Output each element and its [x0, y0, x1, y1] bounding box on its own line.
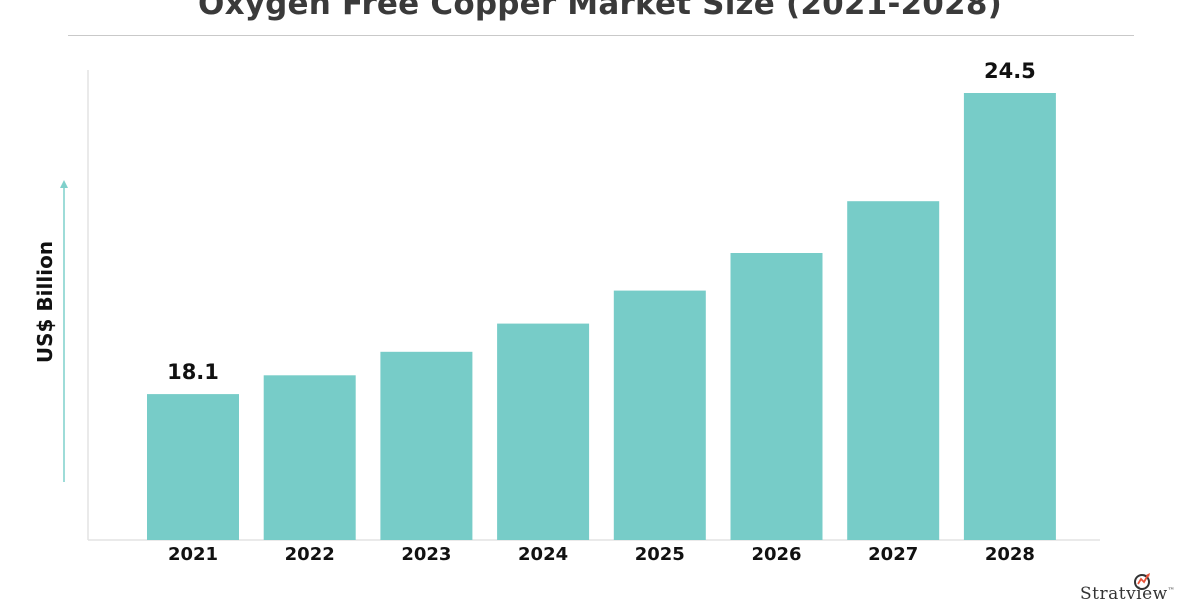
x-tick-label-2024: 2024	[518, 544, 568, 565]
bar-2021	[147, 394, 239, 540]
bar-2023	[380, 351, 473, 540]
bar-2026	[730, 253, 823, 540]
x-tick-label-2026: 2026	[751, 544, 801, 565]
data-label-2028: 24.5	[984, 59, 1036, 83]
x-tick-label-2021: 2021	[168, 544, 218, 565]
bar-2024	[497, 323, 590, 540]
logo-wordmark: Stratview	[1080, 584, 1168, 604]
arrow-up-icon	[60, 180, 68, 188]
data-label-2021: 18.1	[167, 360, 219, 384]
stratview-logo	[1134, 573, 1150, 590]
bar-2022	[263, 375, 356, 540]
y-axis-label: US$ Billion	[33, 240, 57, 364]
x-tick-label-2028: 2028	[985, 544, 1035, 565]
chart-title: Oxygen Free Copper Market Size (2021-202…	[198, 0, 1002, 22]
logo-trademark: ™	[1167, 586, 1176, 595]
bar-2028	[963, 93, 1056, 540]
logo-text: Stratview™	[1080, 584, 1175, 604]
bar-2025	[613, 290, 706, 540]
x-tick-label-2023: 2023	[401, 544, 451, 565]
bar-2027	[847, 201, 940, 540]
x-tick-label-2025: 2025	[635, 544, 685, 565]
x-tick-label-2022: 2022	[285, 544, 335, 565]
x-tick-label-2027: 2027	[868, 544, 918, 565]
title-divider	[68, 35, 1134, 36]
